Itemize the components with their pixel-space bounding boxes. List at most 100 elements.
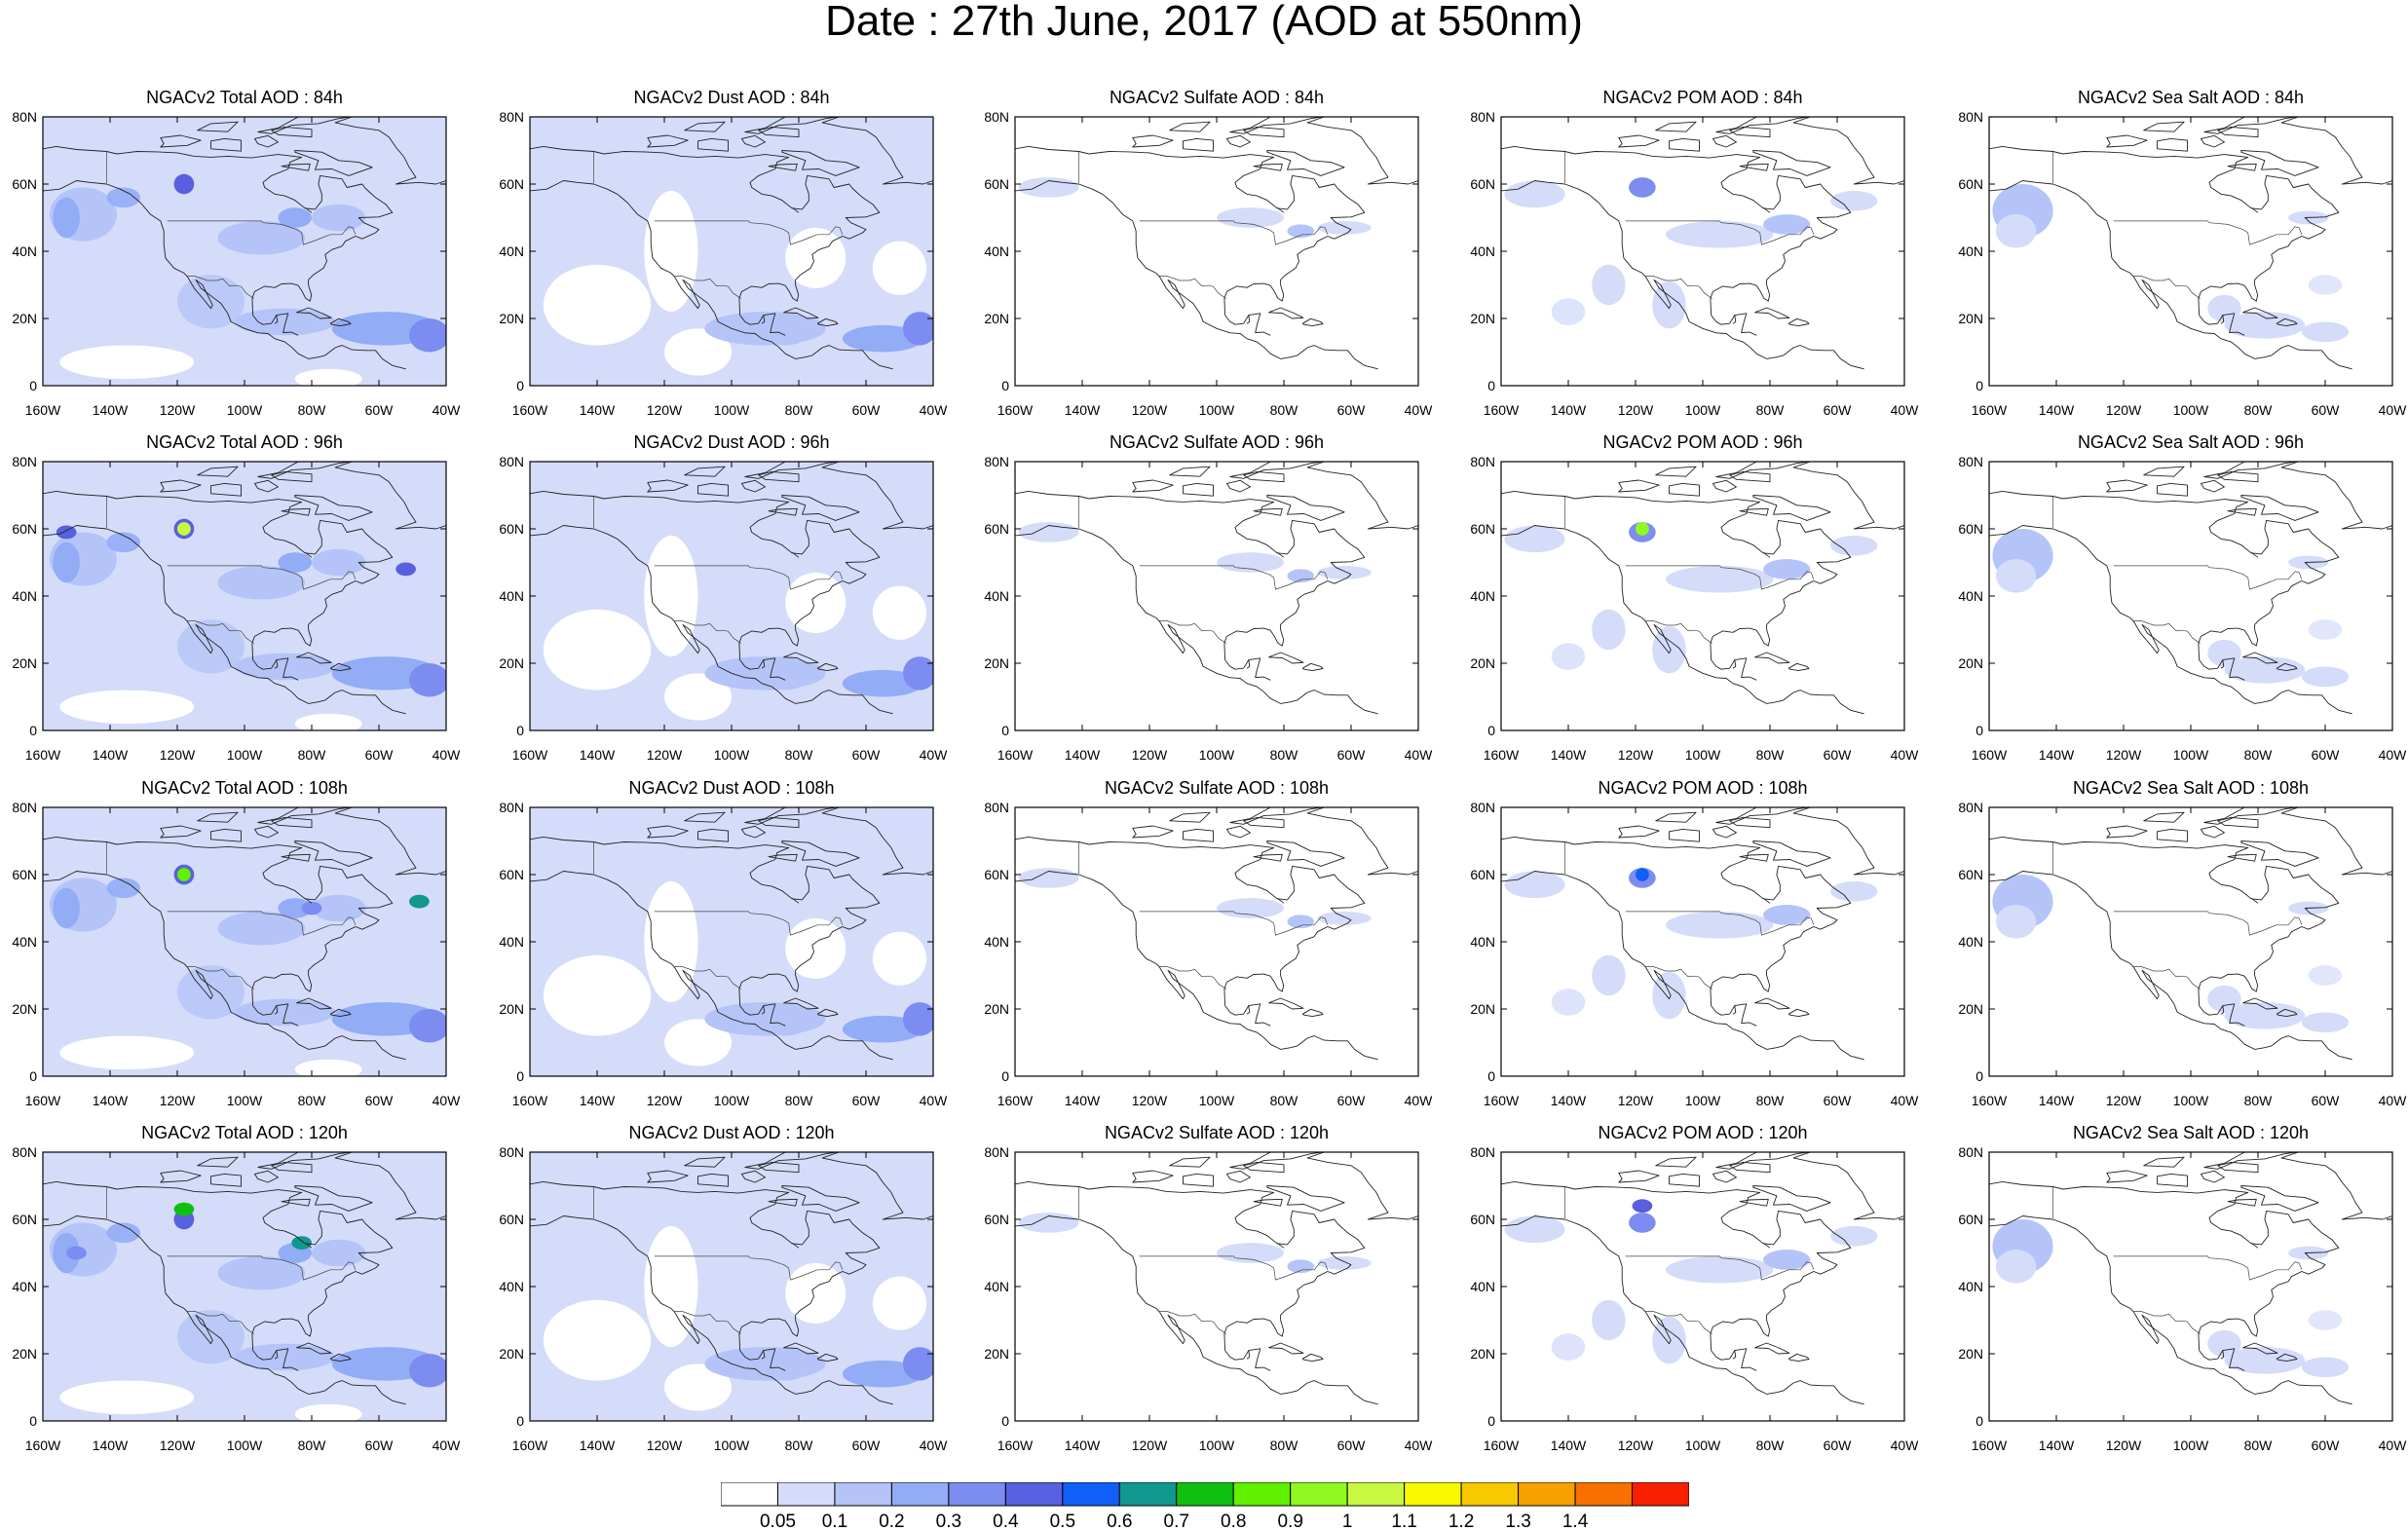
y-tick-label: 20N <box>12 1001 37 1017</box>
aod-plume <box>1217 898 1284 918</box>
aod-plume <box>217 1255 306 1290</box>
x-tick-label: 120W <box>1618 402 1654 418</box>
colorbar-label: 1.3 <box>1505 1512 1530 1531</box>
map-plot: 160W 140W 120W 100W 80W 60W 40W 0 20N 40N 60N 80N <box>1958 1144 2407 1453</box>
clean-air-region <box>872 931 927 986</box>
aod-plume <box>2207 294 2241 322</box>
x-tick-label: 120W <box>2106 747 2142 763</box>
map-panel-seasalt-3: NGACv2 Sea Salt AOD : 120h 160W 140W 120W 10… <box>1946 1123 2408 1454</box>
y-tick-label: 60N <box>12 521 37 537</box>
y-tick-label: 20N <box>1958 1001 1983 1017</box>
y-tick-label: 40N <box>1470 934 1495 950</box>
map-plot: 160W 140W 120W 100W 80W 60W 40W 0 20N 40N 60N 80N <box>1958 800 2407 1108</box>
x-tick-label: 40W <box>920 747 949 763</box>
x-tick-label: 160W <box>512 1093 548 1108</box>
y-tick-label: 60N <box>499 521 524 537</box>
colorbar-swatch <box>1062 1482 1120 1507</box>
y-tick-label: 80N <box>984 454 1009 469</box>
x-tick-label: 80W <box>785 402 814 418</box>
colorbar-swatch <box>1460 1482 1520 1507</box>
clean-air-region <box>543 264 652 346</box>
x-tick-label: 160W <box>1484 1093 1520 1108</box>
x-tick-label: 60W <box>852 747 882 763</box>
x-tick-label: 140W <box>2039 1093 2075 1108</box>
colorbar-swatch <box>1232 1482 1292 1507</box>
coastlines <box>43 1152 446 1405</box>
y-tick-label: 60N <box>984 176 1009 192</box>
aod-plume <box>409 1009 446 1043</box>
aod-plume <box>2301 1012 2350 1033</box>
y-tick-label: 20N <box>499 1001 524 1017</box>
aod-plume <box>278 552 312 573</box>
aod-plume <box>2301 1357 2350 1378</box>
map-panel-pom-2: NGACv2 POM AOD : 108h 160W 140W 120W 100W 80W… <box>1458 778 1926 1109</box>
aod-plume <box>1763 559 1811 579</box>
x-tick-label: 100W <box>714 747 750 763</box>
x-tick-label: 120W <box>2106 1438 2142 1453</box>
map-plot: 160W 140W 120W 100W 80W 60W 40W 0 20N 40N 60N 80N <box>984 109 1433 418</box>
coastlines <box>530 117 933 370</box>
y-tick-label: 20N <box>12 1346 37 1362</box>
panel-title: NGACv2 Total AOD : 96h <box>146 432 343 452</box>
x-tick-label: 60W <box>1337 1093 1367 1108</box>
y-tick-label: 0 <box>1001 1068 1009 1084</box>
political-borders <box>106 151 357 299</box>
political-borders <box>2052 496 2303 644</box>
colorbar-swatch <box>1176 1482 1234 1507</box>
x-tick-label: 100W <box>714 1093 750 1108</box>
y-tick-label: 60N <box>1958 521 1983 537</box>
y-tick-label: 40N <box>12 934 37 950</box>
aod-plume <box>1830 190 1878 211</box>
y-tick-label: 0 <box>1975 1413 1983 1429</box>
political-borders <box>593 1186 844 1334</box>
y-tick-label: 60N <box>12 867 37 882</box>
colorbar-label: 1.4 <box>1562 1512 1589 1531</box>
y-tick-label: 20N <box>984 655 1009 671</box>
map-panel-total-0: NGACv2 Total AOD : 84h 160W 140W 120W 100W 80… <box>0 88 468 419</box>
aod-plume <box>1830 1225 1878 1247</box>
aod-plume <box>1592 954 1626 996</box>
clean-air-region <box>644 880 698 1003</box>
y-tick-label: 80N <box>499 109 524 125</box>
political-borders <box>1078 496 1329 644</box>
clean-air-region <box>664 1019 732 1066</box>
clean-air-region <box>872 585 927 640</box>
x-tick-label: 80W <box>298 402 327 418</box>
map-plot: 160W 140W 120W 100W 80W 60W 40W 0 20N 40N 60N 80N <box>12 800 461 1108</box>
x-tick-label: 160W <box>997 1093 1034 1108</box>
y-tick-label: 60N <box>499 1212 524 1227</box>
aod-plume <box>106 878 141 899</box>
y-tick-label: 60N <box>1958 867 1983 882</box>
map-panel-dust-0: NGACv2 Dust AOD : 84h 160W 140W 120W 100W 80W… <box>487 88 955 419</box>
clean-air-region <box>644 190 698 313</box>
x-tick-label: 80W <box>1270 402 1299 418</box>
aod-plume <box>2207 639 2241 667</box>
y-tick-label: 0 <box>516 1413 524 1429</box>
coastlines <box>1501 462 1904 715</box>
colorbar-label: 0.6 <box>1107 1512 1132 1531</box>
y-tick-label: 80N <box>1470 454 1495 469</box>
colorbar-swatch <box>1632 1482 1689 1507</box>
aod-plume <box>234 308 336 336</box>
coastlines <box>1015 807 1418 1061</box>
x-tick-label: 140W <box>580 1438 616 1453</box>
y-tick-label: 60N <box>984 1212 1009 1227</box>
x-tick-label: 160W <box>25 747 61 763</box>
y-tick-label: 40N <box>12 588 37 604</box>
panel-title: NGACv2 Sea Salt AOD : 108h <box>2072 778 2310 798</box>
x-tick-label: 100W <box>1685 1093 1721 1108</box>
panel-title: NGACv2 Sulfate AOD : 84h <box>1109 88 1325 107</box>
y-tick-label: 60N <box>984 521 1009 537</box>
y-tick-label: 80N <box>984 109 1009 125</box>
aod-plume <box>278 207 312 228</box>
x-tick-label: 160W <box>25 1438 61 1453</box>
aod-plume <box>106 187 141 208</box>
map-plot: 160W 140W 120W 100W 80W 60W 40W 0 20N 40N 60N 80N <box>499 454 949 763</box>
y-tick-label: 40N <box>499 588 524 604</box>
aod-plume <box>278 898 312 918</box>
x-tick-label: 40W <box>433 1438 462 1453</box>
colorbar-swatch <box>1290 1482 1348 1507</box>
x-tick-label: 140W <box>1551 747 1587 763</box>
political-borders <box>1078 841 1329 990</box>
x-tick-label: 160W <box>25 402 61 418</box>
